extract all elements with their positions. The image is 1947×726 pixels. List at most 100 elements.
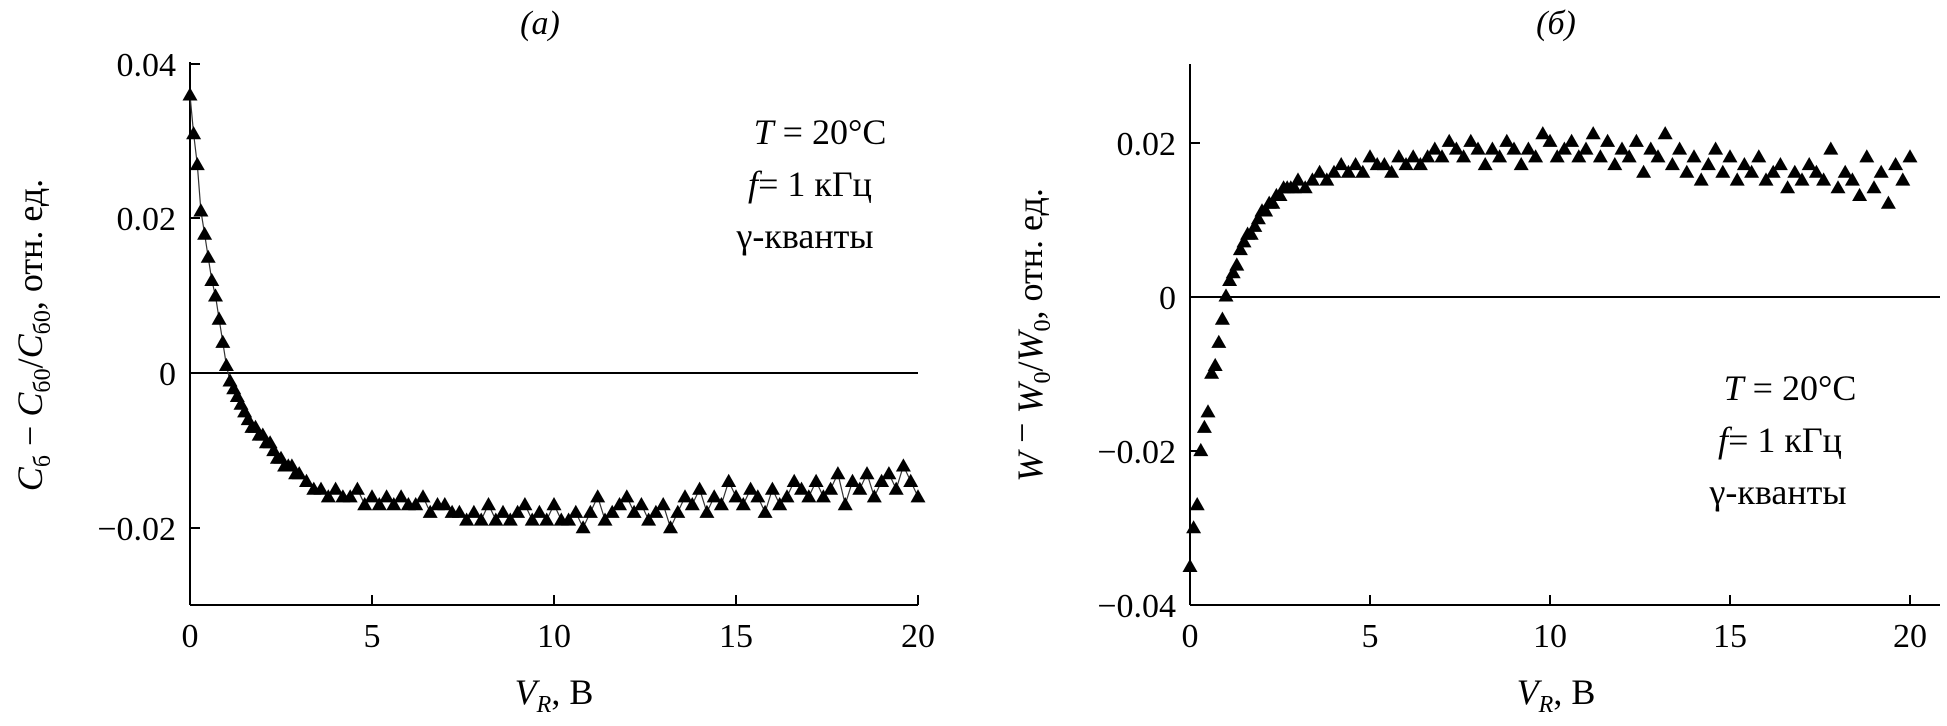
panel-a-ytick-label: 0 <box>159 356 176 393</box>
panel-b-data-point <box>1513 157 1529 171</box>
panel-b-data-point <box>1823 141 1839 155</box>
panel-b-data-point <box>1794 172 1810 186</box>
panel-b-data-point <box>1265 195 1281 209</box>
panel-b-data-point <box>1456 149 1472 163</box>
panel-b-data-point <box>1420 149 1436 163</box>
panel-a-data-point <box>823 481 839 495</box>
panel-b-data-point <box>1888 157 1904 171</box>
panel-a-data-point <box>713 497 729 511</box>
panel-b-data-point <box>1614 141 1630 155</box>
panel-a-data-point <box>757 504 773 518</box>
panel-a-data-point <box>895 458 911 472</box>
panel-a-y-label: Cб − Cб0/Cб0, отн. ед. <box>10 179 56 491</box>
panel-a-data-point <box>546 497 562 511</box>
panel-b-data-point <box>1236 234 1252 248</box>
panel-a-data-point <box>342 489 358 503</box>
panel-a-xtick-label: 20 <box>901 618 935 655</box>
panel-b-data-point <box>1830 180 1846 194</box>
panel-b-data-point <box>1607 157 1623 171</box>
panel-a-data-point <box>208 288 223 302</box>
panel-a-data-point <box>910 489 926 503</box>
panel-b-data-point <box>1880 195 1896 209</box>
panel-a-data-point <box>182 87 198 101</box>
panel-a-data-point <box>386 497 402 511</box>
panel-b-data-point <box>1758 172 1774 186</box>
panel-b-annotation-radiation: γ-кванты <box>1708 472 1846 512</box>
panel-b-x-label: VR, В <box>1517 672 1596 718</box>
panel-b-data-point <box>1232 242 1248 256</box>
panel-b-data-point <box>1816 172 1832 186</box>
panel-a-data-point <box>779 489 795 503</box>
panel-a-data-point <box>186 126 202 140</box>
panel-b-data-point <box>1499 133 1515 147</box>
panel-b-data-point <box>1643 141 1659 155</box>
panel-b-data-point <box>1715 164 1731 178</box>
panel-a-data-point <box>568 504 584 518</box>
panel-b-data-point <box>1902 149 1918 163</box>
panel-a-data-point <box>663 520 678 534</box>
panel-a-data-point <box>837 497 853 511</box>
panel-b-data-point <box>1506 141 1522 155</box>
panel-a-data-point <box>633 497 649 511</box>
panel-b-data-point <box>1312 164 1328 178</box>
panel-a-data-point <box>488 512 504 526</box>
panel-a-data-point <box>582 504 598 518</box>
panel-a-data-point <box>437 497 453 511</box>
panel-b-data-point <box>1679 164 1695 178</box>
panel-a-data-point <box>706 489 722 503</box>
panel-a-data-point <box>597 512 613 526</box>
panel-a-data-point <box>502 512 518 526</box>
panel-b-annotation-frequency: f= 1 кГц <box>1718 420 1842 460</box>
panel-a-data-point <box>349 481 365 495</box>
panel-a-data-point <box>215 334 231 348</box>
panel-b-title: (б) <box>1536 5 1576 42</box>
panel-b-data-point <box>1621 149 1637 163</box>
panel-a-data-point <box>200 249 216 263</box>
panel-a-data-point <box>721 473 737 487</box>
panel-b-data-point <box>1528 149 1544 163</box>
panel-a-data-point <box>379 489 395 503</box>
panel-b-data-point <box>1873 164 1889 178</box>
panel-b-data-point <box>1398 157 1414 171</box>
panel-a-data-point <box>641 512 657 526</box>
panel-b-data-point <box>1250 211 1266 225</box>
panel-a-data-point <box>619 489 635 503</box>
panel-b-xtick-label: 20 <box>1893 618 1927 655</box>
panel-b-data-point <box>1693 172 1709 186</box>
panel-a-data-point <box>459 512 475 526</box>
panel-b-data-point <box>1636 164 1652 178</box>
panel-a-data-point <box>903 473 919 487</box>
panel-a-data-point <box>655 497 671 511</box>
panel-b-data-point <box>1186 520 1202 534</box>
panel-a-x-label: VR, В <box>515 672 594 718</box>
panel-b-data-point <box>1272 187 1288 201</box>
panel-a-data-point <box>473 512 489 526</box>
panel-b-data-point <box>1333 157 1349 171</box>
panel-a-annotation-radiation: γ-кванты <box>735 216 873 256</box>
panel-a-data-point <box>750 489 766 503</box>
panel-a-data-point <box>197 226 213 240</box>
panel-a-data-point <box>815 489 831 503</box>
panel-b-data-point <box>1463 133 1479 147</box>
panel-b-annotation-temperature: T = 20°C <box>1724 368 1857 408</box>
panel-a-xtick-label: 15 <box>719 618 753 655</box>
panel-b-data-point <box>1319 172 1335 186</box>
panel-a-data-point <box>626 504 642 518</box>
panel-b-data-point <box>1708 141 1724 155</box>
panel-b-data-point <box>1700 157 1716 171</box>
panel-a-data-point <box>590 489 606 503</box>
panel-b-data-point <box>1189 497 1205 511</box>
panel-a-data-point <box>801 489 817 503</box>
panel-b-data-point <box>1657 126 1673 140</box>
panel-a-data-point <box>808 473 824 487</box>
panel-a-data-point <box>786 473 802 487</box>
panel-a-ytick-label: −0.02 <box>97 511 176 548</box>
panel-b-data-point <box>1744 164 1760 178</box>
panel-a-data-point <box>684 497 700 511</box>
panel-a-data-point <box>845 473 860 487</box>
panel-a-data-point <box>204 272 220 286</box>
panel-a-data-point <box>575 520 591 534</box>
panel-a-data-point <box>830 466 846 480</box>
panel-b-data-point <box>1297 180 1313 194</box>
